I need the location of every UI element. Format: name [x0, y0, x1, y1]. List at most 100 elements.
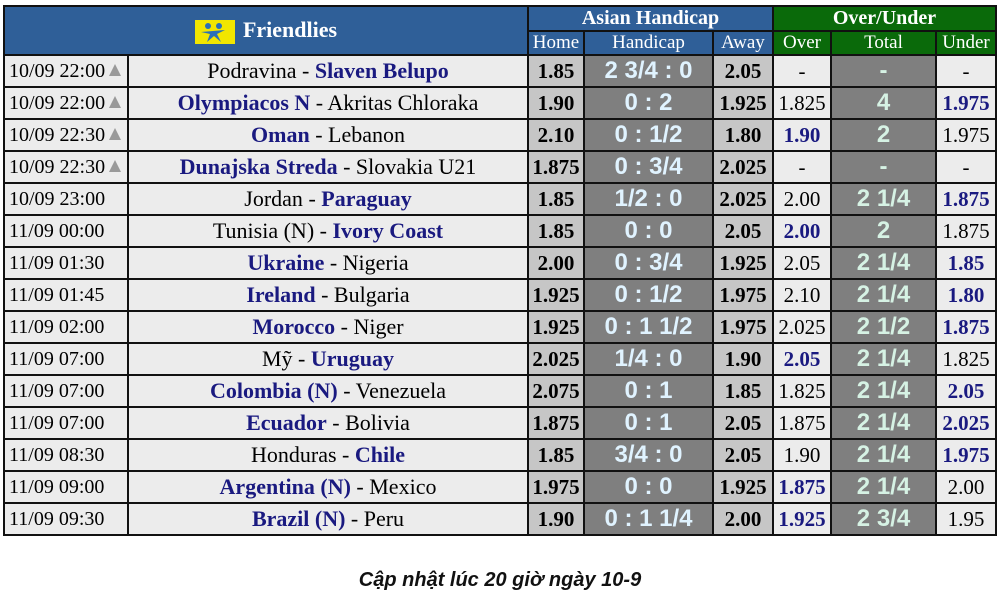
- away-team: Peru: [363, 506, 405, 531]
- away-team: Akritas Chloraka: [327, 90, 479, 115]
- home-odds: 1.85: [527, 438, 585, 472]
- match-cell: Morocco - Niger: [127, 310, 529, 344]
- league-title: Friendlies: [242, 17, 338, 43]
- home-team: Dunajska Streda: [179, 154, 338, 179]
- home-odds: 1.85: [527, 182, 585, 216]
- match-row: 11/09 01:30 Ukraine - Nigeria 2.00 0 : 3/4 1…: [3, 246, 997, 280]
- over-odds: -: [772, 54, 832, 88]
- away-odds: 1.925: [712, 86, 774, 120]
- under-odds: 1.975: [935, 118, 997, 152]
- away-team: Nigeria: [342, 250, 409, 275]
- over-col-header: Over: [772, 30, 832, 56]
- over-odds: 1.825: [772, 374, 832, 408]
- league-header: Friendlies: [3, 5, 529, 56]
- kickoff-time: 11/09 09:00: [3, 470, 129, 504]
- under-col-header: Under: [935, 30, 997, 56]
- total-line: 2 3/4: [830, 502, 937, 536]
- away-team: Bulgaria: [333, 282, 410, 307]
- handicap-line: 0 : 1 1/2: [583, 310, 714, 344]
- kickoff-time: 11/09 08:30: [3, 438, 129, 472]
- time-text: 11/09 08:30: [9, 443, 105, 466]
- match-cell: Mỹ - Uruguay: [127, 342, 529, 376]
- match-row: 10/09 22:30 Dunajska Streda - Slovakia U2…: [3, 150, 997, 184]
- time-text: 10/09 22:00: [9, 91, 106, 114]
- total-line: 2 1/4: [830, 342, 937, 376]
- away-team: Bolivia: [345, 410, 410, 435]
- total-line: 2 1/2: [830, 310, 937, 344]
- match-cell: Colombia (N) - Venezuela: [127, 374, 529, 408]
- total-line: 2 1/4: [830, 246, 937, 280]
- total-line: 2 1/4: [830, 438, 937, 472]
- home-team: Brazil (N): [251, 506, 346, 531]
- total-line: -: [830, 54, 937, 88]
- handicap-line: 0 : 1/2: [583, 118, 714, 152]
- odds-table: Friendlies Asian Handicap Over/Under Hom…: [3, 5, 997, 536]
- over-odds: 2.05: [772, 342, 832, 376]
- over-odds: 1.825: [772, 86, 832, 120]
- handicap-line: 0 : 3/4: [583, 150, 714, 184]
- home-odds: 2.075: [527, 374, 585, 408]
- time-text: 10/09 22:30: [9, 123, 106, 146]
- match-cell: Dunajska Streda - Slovakia U21: [127, 150, 529, 184]
- under-odds: -: [935, 150, 997, 184]
- home-odds: 1.975: [527, 470, 585, 504]
- match-row: 11/09 01:45 Ireland - Bulgaria 1.925 0 : 1/…: [3, 278, 997, 312]
- under-odds: 1.80: [935, 278, 997, 312]
- over-odds: 1.90: [772, 118, 832, 152]
- away-odds: 1.925: [712, 470, 774, 504]
- match-cell: Podravina - Slaven Belupo: [127, 54, 529, 88]
- kickoff-time: 10/09 23:00: [3, 182, 129, 216]
- over-odds: 1.875: [772, 406, 832, 440]
- kickoff-time: 11/09 07:00: [3, 374, 129, 408]
- home-col-header: Home: [527, 30, 585, 56]
- match-cell: Olympiacos N - Akritas Chloraka: [127, 86, 529, 120]
- home-team: Jordan: [244, 186, 303, 211]
- home-odds: 1.90: [527, 86, 585, 120]
- total-line: 2 1/4: [830, 406, 937, 440]
- match-row: 11/09 07:00 Colombia (N) - Venezuela 2.075…: [3, 374, 997, 408]
- update-note: Cập nhật lúc 20 giờ ngày 10-9: [358, 569, 642, 591]
- away-team: Slaven Belupo: [314, 58, 449, 83]
- time-text: 10/09 23:00: [9, 187, 106, 210]
- match-row: 10/09 22:00 Podravina - Slaven Belupo 1.85…: [3, 54, 997, 88]
- total-line: 2 1/4: [830, 182, 937, 216]
- match-row: 11/09 07:00 Ecuador - Bolivia 1.875 0 : 1 2.…: [3, 406, 997, 440]
- over-odds: 1.90: [772, 438, 832, 472]
- match-cell: Jordan - Paraguay: [127, 182, 529, 216]
- home-team: Tunisia (N): [212, 218, 315, 243]
- match-row: 11/09 09:30 Brazil (N) - Peru 1.90 0 : 1 1/…: [3, 502, 997, 536]
- under-odds: 1.975: [935, 86, 997, 120]
- handicap-line: 0 : 3/4: [583, 246, 714, 280]
- total-line: 2 1/4: [830, 278, 937, 312]
- home-odds: 2.025: [527, 342, 585, 376]
- kickoff-time: 10/09 22:30: [3, 150, 129, 184]
- home-team: Podravina: [207, 58, 297, 83]
- match-row: 11/09 02:00 Morocco - Niger 1.925 0 : 1 1/2…: [3, 310, 997, 344]
- under-odds: 2.05: [935, 374, 997, 408]
- time-text: 11/09 07:00: [9, 347, 105, 370]
- away-team: Uruguay: [310, 346, 394, 371]
- kickoff-time: 11/09 07:00: [3, 406, 129, 440]
- match-cell: Argentina (N) - Mexico: [127, 470, 529, 504]
- home-odds: 1.875: [527, 150, 585, 184]
- home-team: Colombia (N): [209, 378, 338, 403]
- match-cell: Tunisia (N) - Ivory Coast: [127, 214, 529, 248]
- under-odds: -: [935, 54, 997, 88]
- kickoff-time: 10/09 22:30: [3, 118, 129, 152]
- over-odds: 2.00: [772, 182, 832, 216]
- under-odds: 1.975: [935, 438, 997, 472]
- home-odds: 1.875: [527, 406, 585, 440]
- time-text: 11/09 01:30: [9, 251, 105, 274]
- total-line: 2: [830, 118, 937, 152]
- total-line: 2 1/4: [830, 470, 937, 504]
- over-odds: 2.025: [772, 310, 832, 344]
- over-odds: 2.10: [772, 278, 832, 312]
- handicap-line: 0 : 1/2: [583, 278, 714, 312]
- away-odds: 2.05: [712, 214, 774, 248]
- asian-handicap-header: Asian Handicap: [527, 5, 774, 32]
- under-odds: 1.875: [935, 214, 997, 248]
- home-odds: 1.925: [527, 278, 585, 312]
- match-cell: Ukraine - Nigeria: [127, 246, 529, 280]
- home-team: Ecuador: [246, 410, 327, 435]
- away-team: Mexico: [369, 474, 437, 499]
